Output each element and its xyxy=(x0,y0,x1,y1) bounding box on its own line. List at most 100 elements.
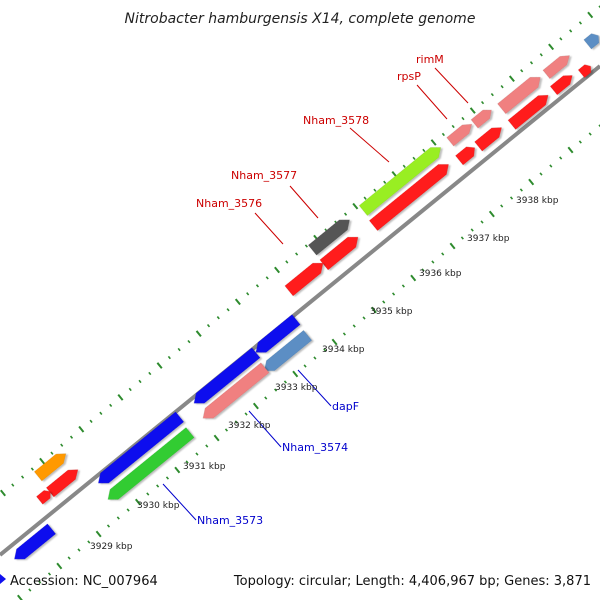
scale-label-3935: 3935 kbp xyxy=(370,307,413,317)
outer-tick xyxy=(451,124,455,129)
gene-arrow-pink-1 xyxy=(497,76,541,115)
gene-label-nham-3577: Nham_3577 xyxy=(231,169,297,182)
gene-arrow-nham-3574 xyxy=(202,362,270,419)
inner-tick xyxy=(509,196,514,200)
outer-tick xyxy=(461,116,465,121)
outer-tick xyxy=(246,292,250,296)
inner-tick xyxy=(559,156,563,160)
leader-rimm xyxy=(434,67,469,104)
outer-tick xyxy=(177,347,181,352)
gene-arrow-nham-3576 xyxy=(284,262,324,297)
inner-tick xyxy=(77,548,81,552)
inner-tick xyxy=(588,132,592,136)
inner-tick xyxy=(185,460,189,464)
outer-tick xyxy=(11,483,15,487)
outer-tick xyxy=(265,276,269,280)
reverse-gene-labels: Nham_3573 Nham_3574 dapF xyxy=(197,400,359,527)
outer-tick xyxy=(441,132,445,137)
outer-tick xyxy=(99,411,103,415)
outer-tick xyxy=(295,252,299,256)
forward-gene-labels: Nham_3576 Nham_3577 Nham_3578 rpsP rimM xyxy=(196,53,444,210)
outer-tick xyxy=(195,330,202,338)
gene-arrow-red-1 xyxy=(368,164,449,232)
gene-arrow-blue-3 xyxy=(97,411,185,484)
gene-label-nham-3576: Nham_3576 xyxy=(196,197,262,210)
outer-tick xyxy=(520,69,524,73)
accession-marker-icon xyxy=(0,574,6,584)
outer-tick xyxy=(363,196,367,200)
accession-text: Accession: NC_007964 xyxy=(10,574,158,589)
inner-tick xyxy=(224,428,229,432)
gene-arrow-red-4 xyxy=(474,127,503,152)
gene-arrow-orange xyxy=(33,453,67,482)
outer-tick xyxy=(430,139,437,146)
genome-summary-text: Topology: circular; Length: 4,406,967 bp… xyxy=(233,574,591,589)
scale-label-3929: 3929 kbp xyxy=(90,542,133,552)
scale-labels: 3929 kbp 3930 kbp 3931 kbp 3932 kbp 3933… xyxy=(90,196,559,552)
outer-tick xyxy=(89,419,93,423)
inner-tick xyxy=(165,476,170,480)
gene-label-dapf: dapF xyxy=(332,400,359,413)
inner-tick xyxy=(205,444,209,448)
inner-tick xyxy=(106,524,111,528)
inner-tick xyxy=(56,562,63,570)
inner-tick xyxy=(441,252,445,256)
inner-tick xyxy=(313,356,317,360)
inner-tick xyxy=(195,452,199,456)
inner-tick xyxy=(283,380,287,384)
inner-tick xyxy=(47,572,52,576)
inner-tick xyxy=(95,530,102,538)
gene-label-rimm: rimM xyxy=(416,53,444,66)
inner-tick xyxy=(292,370,299,378)
outer-tick xyxy=(226,308,230,312)
leader-dapf xyxy=(297,369,332,407)
outer-tick xyxy=(187,339,191,344)
inner-tick xyxy=(323,348,327,352)
inner-tick xyxy=(87,540,91,544)
inner-tick xyxy=(134,498,141,506)
gene-arrow-blue-2 xyxy=(193,347,261,404)
outer-tick xyxy=(0,489,6,497)
gene-arrow-red-9 xyxy=(35,490,51,505)
outer-tick xyxy=(578,21,582,25)
outer-tick xyxy=(412,156,416,161)
outer-tick xyxy=(128,387,132,392)
outer-tick xyxy=(373,188,377,192)
inner-tick xyxy=(174,466,181,474)
inner-tick xyxy=(342,332,346,336)
scale-label-3931: 3931 kbp xyxy=(183,462,226,472)
outer-tick xyxy=(598,5,600,9)
outer-tick xyxy=(285,260,289,264)
outer-tick xyxy=(569,29,573,33)
inner-tick xyxy=(213,434,220,442)
inner-tick xyxy=(470,228,474,232)
inner-tick xyxy=(274,388,278,392)
scale-label-3937: 3937 kbp xyxy=(467,234,510,244)
gene-arrow-rimm xyxy=(470,109,492,129)
scale-label-3932: 3932 kbp xyxy=(228,421,271,431)
inner-tick xyxy=(264,396,268,400)
gene-arrow-pink-2 xyxy=(542,55,571,80)
inner-tick xyxy=(126,508,130,512)
gene-arrow-red-2 xyxy=(319,236,359,271)
leader-rpsp xyxy=(416,84,448,120)
outer-tick xyxy=(490,92,494,97)
inner-tick xyxy=(244,412,248,416)
inner-tick xyxy=(38,580,42,584)
outer-tick xyxy=(529,61,534,65)
gene-arrow-red-3 xyxy=(455,146,476,166)
inner-tick xyxy=(146,492,150,496)
outer-tick xyxy=(352,202,359,210)
scale-label-3934: 3934 kbp xyxy=(322,345,365,355)
outer-tick xyxy=(117,394,124,401)
scale-label-3938: 3938 kbp xyxy=(516,196,559,206)
leader-nham-3574 xyxy=(248,410,282,448)
gene-arrow-red-7 xyxy=(577,64,592,79)
inner-tick xyxy=(567,146,574,154)
inner-tick xyxy=(352,324,356,328)
inner-tick xyxy=(488,210,495,218)
scale-label-3933: 3933 kbp xyxy=(275,383,318,393)
outer-tick xyxy=(234,298,241,306)
inner-tick xyxy=(549,164,553,168)
gene-label-nham-3573: Nham_3573 xyxy=(197,514,263,527)
